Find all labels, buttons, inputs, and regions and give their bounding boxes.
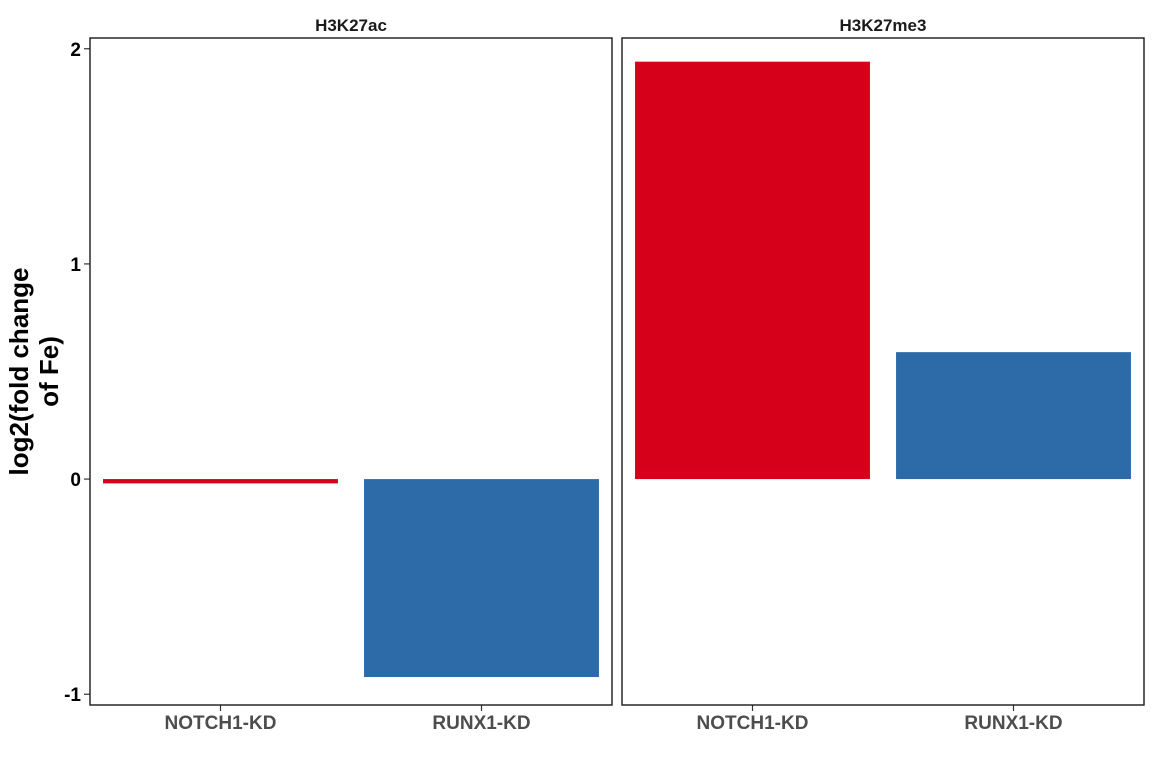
x-tick-label: NOTCH1-KD [165, 713, 277, 734]
bar-h3k27ac-runx1-kd [364, 479, 599, 678]
facet-panels: H3K27ac NOTCH1-KD RUNX1-KD H3K27me3 NOTCH1-K… [89, 16, 1145, 734]
x-tick-label: NOTCH1-KD [697, 713, 809, 734]
panel-border [89, 37, 613, 706]
facet-title: H3K27me3 [840, 16, 927, 35]
x-tick-label: RUNX1-KD [964, 713, 1062, 734]
facet-panel-h3k27ac: H3K27ac NOTCH1-KD RUNX1-KD [89, 16, 613, 734]
y-tick-label: 1 [70, 255, 81, 276]
y-axis-title: log2(fold change of Fe) [4, 268, 64, 476]
bar-h3k27ac-notch1-kd [103, 479, 338, 484]
y-tick-label: 0 [70, 470, 81, 491]
bar-h3k27me3-notch1-kd [635, 61, 870, 480]
x-tick-label: RUNX1-KD [432, 713, 530, 734]
bar-h3k27me3-runx1-kd [896, 352, 1131, 480]
y-axis-title-line-1: log2(fold change [4, 268, 34, 476]
panel-border [621, 37, 1145, 706]
y-tick-label: 2 [70, 40, 81, 61]
y-axis-title-line-2: of Fe) [34, 336, 64, 407]
facet-title: H3K27ac [315, 16, 387, 35]
y-axis: -1 0 1 2 [64, 40, 90, 706]
y-tick-label: -1 [64, 685, 81, 706]
facet-panel-h3k27me3: H3K27me3 NOTCH1-KD RUNX1-KD [621, 16, 1145, 734]
